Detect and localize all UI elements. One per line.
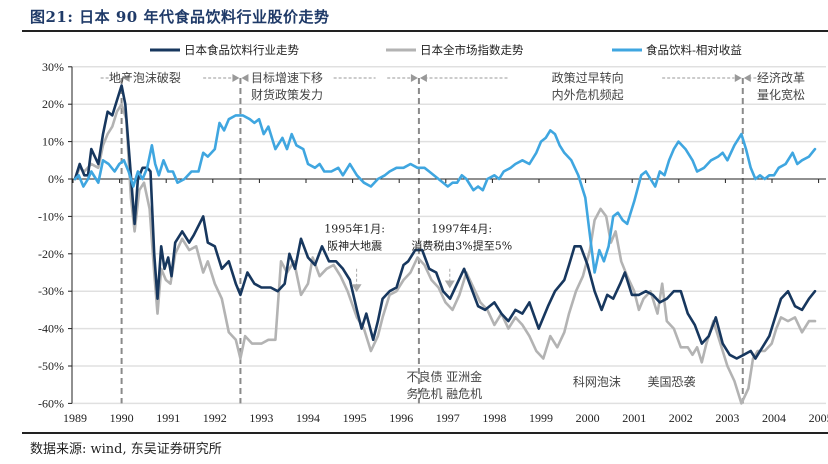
x-tick-label: 1999 [529, 411, 553, 425]
x-tick-label: 1997 [436, 411, 460, 425]
phase-label: 量化宽松 [757, 87, 805, 102]
arrowhead-icon [410, 74, 418, 83]
legend-label: 日本食品饮料行业走势 [184, 43, 299, 57]
x-tick-label: 1998 [482, 411, 506, 425]
arrowhead-icon [241, 74, 249, 83]
x-tick-label: 2004 [762, 411, 786, 425]
arrowhead-icon [232, 74, 240, 83]
legend: 日本食品饮料行业走势 日本全市场指数走势 食品饮料-相对收益 [150, 43, 742, 57]
event-arrowhead-icon [351, 284, 362, 293]
event-label: 阪神大地震 [327, 238, 382, 252]
arrowhead-icon [122, 74, 130, 83]
x-tick-label: 2003 [715, 411, 739, 425]
series-line-2 [73, 114, 817, 274]
y-tick-label: 10% [42, 135, 64, 149]
y-tick-label: -60% [38, 396, 64, 410]
x-tick-label: 1989 [63, 411, 87, 425]
series-line-1 [73, 102, 817, 405]
y-tick-label: 0% [48, 172, 64, 186]
series-lines [73, 84, 817, 405]
x-tick-label: 1993 [249, 411, 273, 425]
legend-label: 食品饮料-相对收益 [646, 43, 742, 57]
y-tick-label: 30% [42, 60, 64, 74]
phase-label: 政策过早转向 [552, 70, 624, 85]
x-tick-label: 2000 [576, 411, 600, 425]
phase-label: 财货政策发力 [251, 87, 323, 102]
arrowhead-icon [743, 74, 751, 83]
y-tick-label: -40% [38, 322, 64, 336]
y-tick-label: 20% [42, 97, 64, 111]
event-label: 1997年4月: [431, 221, 492, 235]
x-tick-label: 1992 [203, 411, 227, 425]
axes: 30% 20% 10% 0% -10% -20% -30% -40% -50% -60%1989 1… [38, 60, 828, 425]
phase-label: 地产泡沫破裂 [109, 70, 181, 85]
top-rule [22, 30, 828, 32]
bottom-rule [22, 432, 828, 434]
event-vertical-lines [120, 78, 744, 404]
event-label: 1995年1月: [324, 221, 385, 235]
x-tick-label: 1996 [389, 411, 413, 425]
x-tick-label: 2005 [809, 411, 828, 425]
x-tick-label: 2001 [622, 411, 646, 425]
x-tick-label: 1994 [296, 411, 320, 425]
phase-label: 经济改革 [757, 70, 805, 85]
crisis-label: 融危机 [446, 387, 482, 401]
crisis-label: 亚洲金 [446, 369, 482, 384]
x-tick-label: 1990 [110, 411, 134, 425]
legend-label: 日本全市场指数走势 [420, 43, 524, 57]
event-label: 消费税由3%提至5% [411, 238, 512, 252]
figure-title: 图21: 日本 90 年代食品饮料行业股价走势 [30, 8, 330, 26]
phase-label: 内外危机频起 [552, 88, 624, 102]
y-tick-label: -10% [38, 209, 64, 223]
arrowhead-icon [419, 74, 427, 83]
arrowhead-icon [734, 74, 742, 83]
crisis-label: 务危机 [406, 386, 442, 401]
crisis-label: 美国恐袭 [647, 374, 695, 389]
x-tick-label: 1995 [343, 411, 367, 425]
y-tick-label: -20% [38, 247, 64, 261]
event-arrowhead-icon [444, 280, 455, 289]
phase-label: 目标增速下移 [251, 71, 323, 85]
crisis-label: 不良债 [406, 369, 442, 384]
series-line-0 [73, 84, 817, 360]
y-tick-label: -50% [38, 359, 64, 373]
crisis-label: 科网泡沫 [573, 375, 621, 389]
x-tick-label: 2002 [669, 411, 693, 425]
y-tick-label: -30% [38, 284, 64, 298]
data-source: 数据来源: wind, 东吴证券研究所 [30, 442, 222, 457]
x-tick-label: 1991 [156, 411, 180, 425]
